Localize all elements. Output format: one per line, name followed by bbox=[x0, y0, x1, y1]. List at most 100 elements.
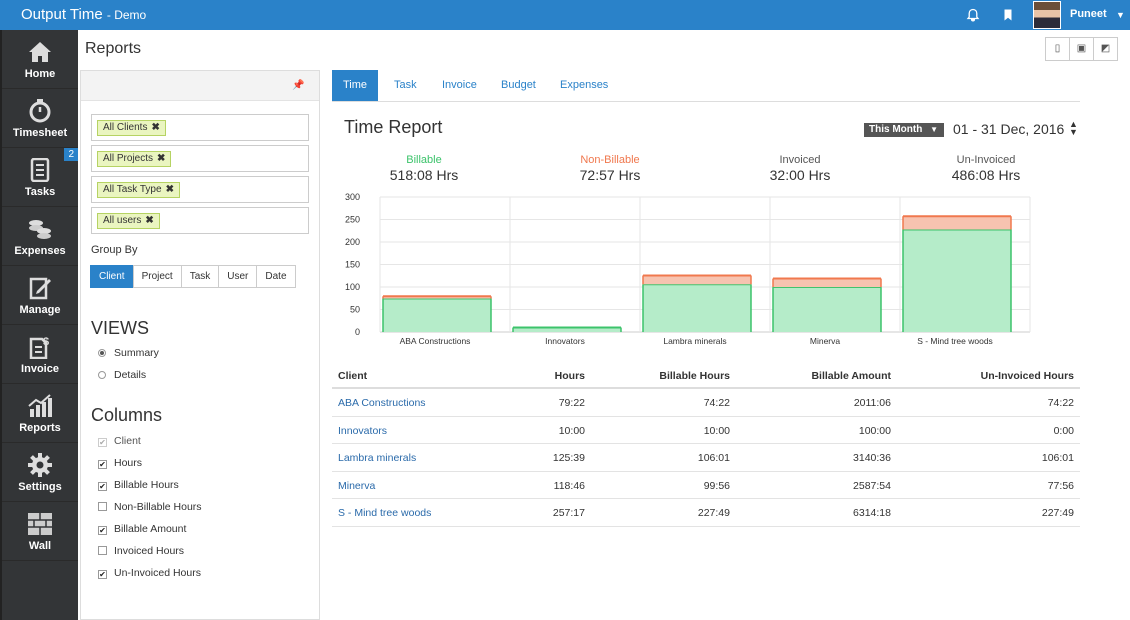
option-label: Client bbox=[114, 435, 141, 447]
top-bar: Output Time - Demo Puneet ▼ bbox=[0, 0, 1130, 30]
sidebar-item-timesheet[interactable]: Timesheet bbox=[2, 89, 78, 148]
filter-panel: 📌 All Clients ✖ All Projects ✖ All Task Ty… bbox=[80, 70, 320, 620]
y-tick-label: 0 bbox=[355, 327, 360, 337]
bar-billable bbox=[383, 298, 491, 332]
hours-cell: 257:17 bbox=[552, 507, 585, 519]
column-header[interactable]: Hours bbox=[554, 370, 585, 382]
client-filter[interactable]: All Clients ✖ bbox=[91, 114, 309, 141]
column-invoiced-hours-option[interactable]: Invoiced Hours bbox=[98, 544, 184, 558]
bell-icon[interactable] bbox=[966, 8, 980, 22]
user-name[interactable]: Puneet bbox=[1070, 8, 1107, 20]
checkbox-icon[interactable] bbox=[98, 502, 107, 511]
export-excel-icon[interactable]: ▣ bbox=[1069, 37, 1094, 61]
group-by-task-button[interactable]: Task bbox=[180, 265, 220, 288]
task-type-filter[interactable]: All Task Type ✖ bbox=[91, 176, 309, 203]
sidebar-item-home[interactable]: Home bbox=[2, 30, 78, 89]
user-filter[interactable]: All users ✖ bbox=[91, 207, 309, 234]
group-by-client-button[interactable]: Client bbox=[90, 265, 134, 288]
pin-icon[interactable]: 📌 bbox=[292, 80, 305, 91]
sidebar-item-label: Timesheet bbox=[12, 127, 68, 139]
sidebar-item-wall[interactable]: Wall bbox=[2, 502, 78, 561]
client-link[interactable]: Minerva bbox=[338, 479, 376, 492]
table-row: Innovators 10:00 10:00 100:00 0:00 bbox=[332, 417, 1080, 444]
stat-invoiced: Invoiced 32:00 Hrs bbox=[745, 154, 855, 183]
invoice-icon: $ bbox=[29, 336, 49, 359]
option-label: Billable Hours bbox=[114, 479, 179, 491]
stat-label: Un-Invoiced bbox=[956, 154, 1016, 166]
checkbox-icon[interactable]: ✔ bbox=[98, 570, 107, 579]
checkbox-icon[interactable]: ✔ bbox=[98, 482, 107, 491]
remove-tag-icon[interactable]: ✖ bbox=[165, 184, 174, 195]
bar-billable bbox=[513, 327, 621, 332]
period-dropdown[interactable]: This Month ▼ bbox=[864, 123, 944, 137]
remove-tag-icon[interactable]: ✖ bbox=[145, 215, 154, 226]
group-by-user-button[interactable]: User bbox=[218, 265, 258, 288]
view-summary-option[interactable]: Summary bbox=[98, 346, 159, 360]
tab-time[interactable]: Time bbox=[332, 70, 378, 101]
billable-hours-cell: 74:22 bbox=[703, 397, 730, 409]
sidebar-item-label: Tasks bbox=[24, 186, 56, 198]
sidebar-item-invoice[interactable]: $ Invoice bbox=[2, 325, 78, 384]
group-by-buttons: Client Project Task User Date bbox=[90, 265, 296, 288]
hours-cell: 79:22 bbox=[558, 397, 585, 409]
bookmark-icon[interactable] bbox=[1001, 8, 1015, 22]
export-doc-icon[interactable]: ◩ bbox=[1093, 37, 1118, 61]
remove-tag-icon[interactable]: ✖ bbox=[151, 122, 160, 133]
app-title[interactable]: Output Time - Demo bbox=[21, 6, 146, 23]
checkbox-icon[interactable] bbox=[98, 546, 107, 555]
sidebar-item-tasks[interactable]: 2 Tasks bbox=[2, 148, 78, 207]
checkbox-icon[interactable]: ✔ bbox=[98, 460, 107, 469]
report-tabs: Time Task Invoice Budget Expenses bbox=[332, 70, 1080, 102]
date-stepper-icon[interactable]: ▲ ▼ bbox=[1069, 119, 1078, 137]
option-label: Billable Amount bbox=[114, 523, 187, 535]
stat-value: 72:57 Hrs bbox=[579, 167, 641, 183]
un-invoiced-hours-cell: 0:00 bbox=[1053, 424, 1074, 437]
column-un-invoiced-hours-option[interactable]: ✔ Un-Invoiced Hours bbox=[98, 566, 201, 580]
filter-tag-label: All users bbox=[103, 215, 142, 226]
export-toolbar: ▯ ▣ ◩ bbox=[1045, 37, 1118, 61]
checkbox-icon[interactable]: ✔ bbox=[98, 526, 107, 535]
group-by-project-button[interactable]: Project bbox=[132, 265, 182, 288]
export-pdf-icon[interactable]: ▯ bbox=[1045, 37, 1070, 61]
radio-icon[interactable] bbox=[98, 371, 106, 379]
column-billable-hours-option[interactable]: ✔ Billable Hours bbox=[98, 478, 179, 492]
table-row: Lambra minerals 125:39 106:01 3140:36 10… bbox=[332, 444, 1080, 472]
tab-expenses[interactable]: Expenses bbox=[560, 79, 609, 91]
checkbox-icon: ✔ bbox=[98, 438, 107, 447]
sidebar-item-settings[interactable]: Settings bbox=[2, 443, 78, 502]
chevron-down-icon[interactable]: ▼ bbox=[1116, 10, 1125, 20]
view-details-option[interactable]: Details bbox=[98, 368, 146, 382]
tab-task[interactable]: Task bbox=[394, 79, 417, 91]
radio-icon[interactable] bbox=[98, 349, 106, 357]
project-filter[interactable]: All Projects ✖ bbox=[91, 145, 309, 172]
billable-amount-cell: 2011:06 bbox=[853, 397, 891, 409]
bar-non-billable bbox=[903, 216, 1011, 230]
column-hours-option[interactable]: ✔ Hours bbox=[98, 456, 142, 470]
column-header[interactable]: Client bbox=[338, 370, 368, 382]
client-link[interactable]: ABA Constructions bbox=[338, 397, 426, 409]
remove-tag-icon[interactable]: ✖ bbox=[157, 153, 166, 164]
chevron-down-icon: ▼ bbox=[930, 125, 938, 134]
column-billable-amount-option[interactable]: ✔ Billable Amount bbox=[98, 522, 186, 536]
column-header[interactable]: Billable Amount bbox=[811, 370, 891, 382]
billable-hours-cell: 99:56 bbox=[703, 479, 730, 492]
sidebar-item-expenses[interactable]: Expenses bbox=[2, 207, 78, 266]
client-link[interactable]: Lambra minerals bbox=[338, 452, 417, 464]
report-title: Time Report bbox=[344, 117, 443, 137]
client-link[interactable]: Innovators bbox=[338, 424, 388, 437]
avatar[interactable] bbox=[1033, 1, 1061, 29]
column-header[interactable]: Un-Invoiced Hours bbox=[980, 370, 1074, 382]
client-link[interactable]: S - Mind tree woods bbox=[338, 507, 432, 519]
un-invoiced-hours-cell: 227:49 bbox=[1041, 507, 1074, 519]
column-non-billable-hours-option[interactable]: Non-Billable Hours bbox=[98, 500, 202, 514]
y-tick-label: 250 bbox=[345, 215, 360, 225]
tab-invoice[interactable]: Invoice bbox=[442, 79, 477, 91]
x-tick-label: ABA Constructions bbox=[400, 336, 471, 346]
group-by-date-button[interactable]: Date bbox=[256, 265, 296, 288]
sidebar-item-reports[interactable]: Reports bbox=[2, 384, 78, 443]
column-header[interactable]: Billable Hours bbox=[659, 370, 730, 382]
tab-budget[interactable]: Budget bbox=[501, 79, 536, 91]
table-header: Client Hours Billable Hours Billable Amo… bbox=[332, 362, 1080, 389]
sidebar-item-manage[interactable]: Manage bbox=[2, 266, 78, 325]
time-chart: 0 50 100 150 200 250 300 ABA Constructions Innov… bbox=[345, 192, 1031, 346]
